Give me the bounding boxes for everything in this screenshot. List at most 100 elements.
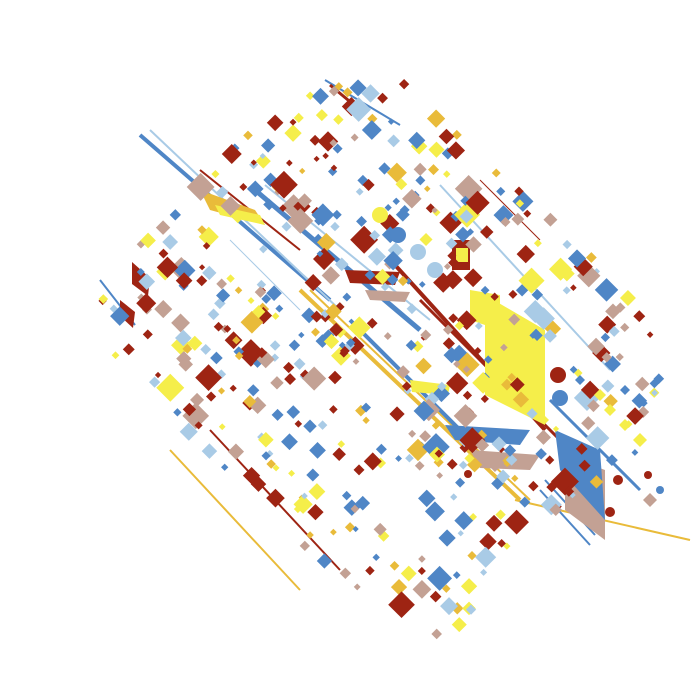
diamond-tile	[389, 560, 400, 571]
diamond-tile	[651, 389, 659, 397]
diamond-tile	[237, 339, 265, 367]
diamond-tile	[459, 209, 474, 224]
diamond-tile	[580, 380, 600, 400]
diamond-tile	[575, 375, 585, 385]
diamond-tile	[352, 358, 360, 365]
diamond-tile	[419, 232, 433, 246]
circle-dot	[427, 262, 443, 278]
diamond-tile	[406, 438, 430, 462]
diamond-tile	[419, 430, 432, 443]
diamond-tile	[392, 197, 400, 205]
diamond-tile	[395, 207, 410, 222]
circle-dot	[552, 390, 568, 406]
diamond-tile	[270, 376, 284, 390]
diamond-tile	[317, 420, 328, 430]
diamond-tile	[533, 239, 542, 248]
diamond-tile	[408, 429, 417, 438]
diamond-tile	[387, 134, 401, 148]
diamond-tile	[390, 578, 408, 596]
diamond-tile	[383, 250, 403, 271]
diamond-tile	[401, 381, 412, 392]
diamond-tile	[329, 138, 338, 147]
diamond-tile	[526, 408, 538, 420]
diamond-tile	[408, 131, 426, 149]
diamond-tile	[491, 168, 501, 178]
diamond-tile	[299, 540, 310, 552]
diamond-tile	[269, 340, 281, 351]
diamond-tile	[474, 346, 482, 355]
diamond-tile	[310, 310, 323, 323]
diamond-tile	[353, 583, 361, 591]
diamond-tile	[500, 361, 515, 376]
diamond-tile	[462, 365, 471, 373]
diamond-tile	[465, 190, 490, 215]
diamond-tile	[431, 628, 442, 640]
diamond-tile	[600, 332, 610, 343]
diamond-tile	[349, 79, 367, 97]
diamond-tile	[266, 459, 276, 469]
diamond-tile	[454, 321, 465, 331]
diamond-tile	[541, 416, 549, 424]
diamond-tile	[615, 352, 624, 362]
diamond-tile	[463, 268, 483, 288]
circle-dot	[644, 471, 652, 479]
diamond-tile	[221, 144, 242, 165]
diamond-tile	[479, 532, 497, 551]
diamond-tile	[155, 220, 171, 235]
diamond-tile	[301, 307, 317, 324]
diamond-tile	[196, 275, 208, 287]
diamond-tile	[286, 405, 301, 419]
diamond-tile	[299, 369, 311, 380]
diamond-tile	[448, 313, 459, 324]
diamond-tile	[503, 444, 517, 457]
diamond-tile	[431, 207, 438, 214]
diamond-tile	[567, 249, 587, 268]
diamond-tile	[255, 153, 271, 169]
diamond-tile	[551, 467, 579, 496]
diamond-tile	[288, 339, 301, 351]
diamond-tile	[287, 208, 314, 234]
diamond-tile	[516, 244, 535, 264]
diamond-tile	[578, 459, 591, 472]
diamond-tile	[298, 331, 305, 339]
diamond-tile	[366, 317, 378, 329]
diamond-tile	[395, 455, 402, 462]
diamond-tile	[400, 565, 417, 582]
diamond-tile	[631, 449, 639, 456]
diamond-tile	[515, 199, 525, 208]
diamond-tile	[415, 175, 426, 186]
diamond-tile	[387, 118, 395, 125]
diamond-tile	[311, 203, 335, 227]
diamond-tile	[589, 475, 604, 489]
diamond-tile	[512, 190, 534, 212]
diamond-tile	[367, 113, 378, 124]
diamond-tile	[439, 211, 462, 234]
diamond-tile	[429, 590, 442, 603]
diamond-tile	[156, 256, 179, 279]
diamond-tile	[453, 404, 478, 428]
diamond-tile	[303, 419, 317, 433]
diamond-tile	[635, 395, 645, 405]
diamond-tile	[608, 325, 620, 337]
diamond-tile	[523, 209, 532, 218]
diamond-tile	[122, 343, 135, 356]
diamond-tile	[543, 212, 558, 227]
diamond-tile	[350, 225, 379, 254]
diamond-tile	[213, 321, 224, 332]
diamond-tile	[234, 351, 244, 361]
diamond-tile	[604, 404, 616, 416]
diamond-tile	[418, 555, 426, 563]
diamond-tile	[535, 429, 552, 445]
diamond-tile	[405, 453, 414, 463]
diamond-tile	[532, 307, 555, 330]
diamond-tile	[175, 329, 192, 347]
diamond-tile	[289, 118, 297, 126]
diamond-tile	[246, 180, 264, 198]
diamond-tile	[227, 443, 245, 460]
diamond-tile	[317, 131, 339, 152]
diamond-tile	[504, 509, 529, 535]
diamond-tile	[619, 419, 631, 431]
diamond-tile	[329, 322, 344, 337]
diamond-tile	[307, 504, 324, 521]
